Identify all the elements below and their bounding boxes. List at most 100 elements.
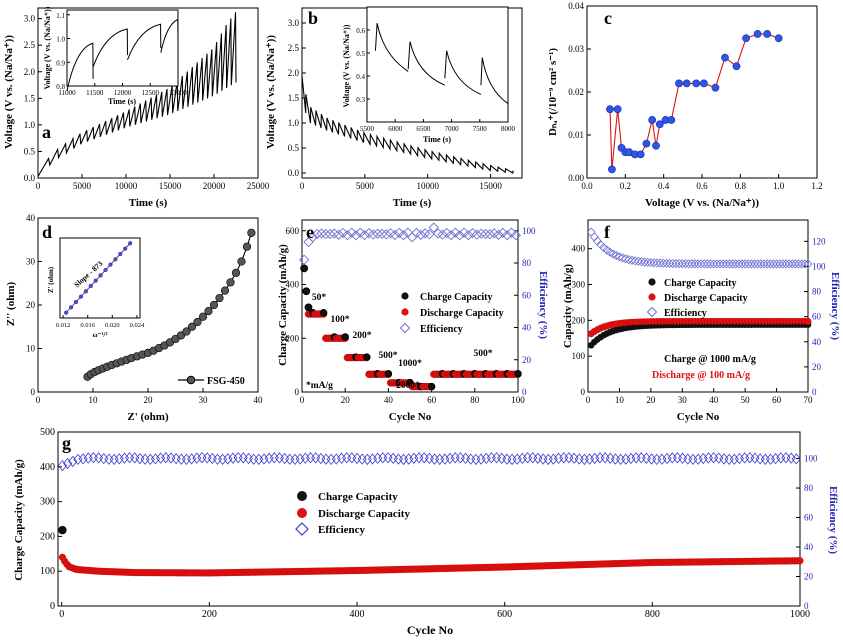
efficiency-point	[755, 453, 765, 465]
inset-curve	[66, 42, 94, 91]
efficiency-point	[480, 228, 491, 240]
efficiency-point	[264, 452, 274, 464]
efficiency-point	[569, 452, 579, 464]
efficiency-point	[145, 453, 155, 466]
efficiency-point	[404, 453, 414, 465]
x-axis-label: Voltage (V vs. (Na/Na⁺))	[645, 197, 759, 209]
efficiency-point	[662, 452, 672, 465]
efficiency-point	[712, 259, 722, 269]
x-tick-label: 0	[586, 395, 591, 405]
inset-x-label: Time (s)	[423, 135, 451, 144]
efficiency-point	[590, 452, 600, 465]
y-tick-label: 2.5	[288, 43, 300, 53]
efficiency-point	[378, 452, 388, 464]
charge-point	[300, 264, 309, 273]
nyquist-point	[242, 242, 252, 251]
nyquist-point	[198, 312, 208, 321]
panel-label: a	[42, 122, 51, 142]
efficiency-point	[765, 453, 775, 465]
efficiency-point	[781, 259, 791, 269]
inset-point	[103, 267, 108, 273]
y-tick-label: 100	[572, 351, 586, 361]
x-tick-label: 0	[300, 181, 305, 191]
x-axis-label: Cycle No	[407, 623, 453, 637]
efficiency-point	[605, 452, 615, 464]
y2-tick-label: 80	[804, 483, 814, 493]
diffusion-point	[692, 79, 701, 88]
diffusion-line	[609, 33, 779, 170]
efficiency-point	[665, 258, 675, 269]
y2-axis-label: Efficiency (%)	[829, 272, 841, 340]
efficiency-point	[212, 453, 222, 465]
efficiency-point	[202, 452, 212, 464]
diffusion-point	[667, 116, 676, 124]
y-tick-label: 200	[40, 531, 55, 542]
inset-curve	[92, 28, 128, 68]
diffusion-point	[642, 139, 651, 148]
nyquist-point	[231, 268, 241, 277]
panel-label: c	[604, 8, 612, 28]
legend-marker	[646, 306, 658, 318]
efficiency-point	[119, 452, 129, 464]
efficiency-point	[756, 259, 766, 269]
panel-label: d	[42, 222, 52, 242]
efficiency-point	[368, 453, 378, 465]
y2-tick-label: 80	[522, 258, 532, 268]
nyquist-point	[176, 331, 186, 340]
efficiency-point	[724, 259, 734, 269]
y-tick-label: 0.4	[356, 73, 365, 81]
x-tick-label: 0	[59, 609, 64, 620]
efficiency-point	[192, 452, 202, 464]
y-tick-label: 500	[40, 427, 55, 438]
nyquist-point	[220, 286, 230, 295]
y-tick-label: 0.5	[356, 50, 365, 58]
diffusion-point	[700, 79, 708, 88]
discharge-curve	[301, 75, 514, 174]
x-tick-label: 0	[36, 181, 41, 191]
efficiency-point	[497, 227, 509, 239]
efficiency-point	[359, 229, 370, 241]
efficiency-point	[737, 259, 747, 269]
efficiency-point	[299, 254, 310, 265]
x-tick-label: 1000	[790, 609, 810, 620]
efficiency-point	[636, 257, 646, 267]
panel-label: g	[62, 433, 71, 453]
efficiency-point	[409, 452, 419, 464]
legend-label: Discharge Capacity	[420, 308, 504, 319]
efficiency-point	[471, 453, 481, 466]
efficiency-point	[326, 453, 336, 466]
y-tick-label: 0.03	[568, 44, 584, 54]
efficiency-point	[497, 452, 507, 464]
x-tick-label: 15000	[479, 181, 502, 191]
x-axis-label: Time (s)	[129, 197, 168, 209]
inset-point	[118, 251, 123, 257]
efficiency-point	[614, 252, 624, 262]
efficiency-point	[636, 452, 646, 464]
nyquist-point	[204, 306, 213, 316]
panel-label: e	[306, 222, 314, 242]
diffusion-point	[648, 116, 657, 124]
efficiency-point	[362, 453, 372, 466]
efficiency-point	[88, 452, 98, 464]
legend-label: Charge Capacity	[664, 278, 737, 289]
efficiency-point	[559, 452, 569, 464]
efficiency-point	[78, 453, 88, 465]
efficiency-point	[671, 259, 681, 269]
y2-tick-label: 100	[812, 261, 826, 271]
diffusion-point	[675, 79, 683, 88]
legend-label: Charge Capacity	[318, 491, 398, 503]
efficiency-point	[600, 452, 610, 464]
legend-marker	[297, 508, 307, 518]
y2-tick-label: 60	[812, 312, 822, 322]
legend-label: Charge Capacity	[420, 292, 493, 303]
efficiency-point	[724, 453, 734, 466]
diffusion-point	[774, 34, 783, 43]
efficiency-point	[647, 453, 657, 465]
efficiency-point	[187, 453, 197, 465]
efficiency-point	[489, 228, 500, 239]
efficiency-point	[83, 452, 93, 464]
x-tick-label: 5000	[356, 181, 375, 191]
efficiency-point	[249, 453, 259, 465]
y-axis-label: Charge Capacity (mAh/g)	[13, 459, 25, 581]
diffusion-point	[742, 34, 750, 43]
